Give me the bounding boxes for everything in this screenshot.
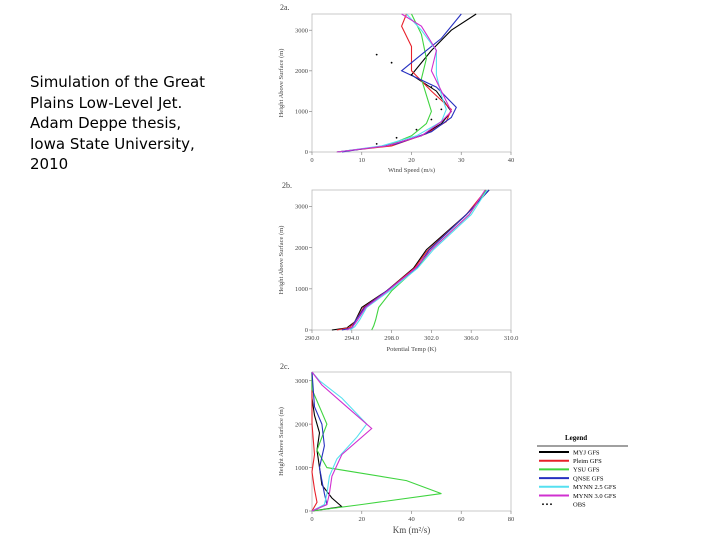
legend-swatch-dot [550, 503, 552, 506]
caption-line: Adam Deppe thesis, [30, 114, 182, 132]
y-axis-label: Height Above Surface (m) [278, 407, 285, 476]
obs-point [410, 73, 413, 76]
x-tick-label: 60 [458, 516, 465, 523]
series-line-mynn-2-5-gfs [311, 371, 368, 512]
x-tick-label: 0 [310, 516, 313, 523]
x-tick-label: 40 [408, 516, 415, 523]
y-tick-label: 0 [305, 149, 308, 156]
y-tick-label: 0 [305, 327, 308, 334]
x-tick-label: 290.0 [305, 335, 320, 342]
obs-point [440, 108, 443, 111]
series-line-mynn-2-5-gfs [349, 189, 488, 331]
x-tick-label: 20 [359, 516, 366, 523]
obs-point [375, 142, 378, 145]
x-tick-label: 294.0 [344, 335, 359, 342]
legend-swatch-dot [542, 503, 544, 506]
caption-line: Iowa State University, [30, 134, 195, 153]
series-line-mynn-3-0-gfs [311, 371, 373, 512]
caption: Simulation of the Great Plains Low-Level… [30, 72, 230, 175]
plot-frame [311, 371, 512, 512]
y-tick-label: 2000 [295, 68, 308, 75]
y-tick-label: 1000 [295, 109, 308, 116]
series-line-myj-gfs [311, 372, 344, 512]
y-tick-label: 0 [305, 508, 308, 515]
series-line-mynn-3-0-gfs [346, 189, 486, 331]
x-tick-label: 80 [508, 516, 515, 523]
obs-series [375, 53, 443, 145]
y-axis-label: Height Above Surface (m) [278, 49, 285, 118]
obs-point [435, 98, 438, 101]
y-axis-label: Height Above Surface (m) [278, 226, 285, 295]
legend-swatch-dot [546, 503, 548, 506]
caption-line: Plains Low-Level Jet. [30, 93, 183, 112]
x-axis-label: Wind Speed (m/s) [388, 167, 435, 174]
panel-label: 2c. [280, 362, 290, 371]
legend-item: MYNN 2.5 GFS [573, 484, 617, 491]
series-line-pleim-gfs [311, 372, 318, 512]
obs-point [430, 86, 433, 88]
x-tick-label: 302.0 [424, 335, 439, 342]
x-axis-label: Potential Temp (K) [387, 346, 437, 353]
plot-frame [311, 13, 512, 153]
x-tick-label: 30 [458, 157, 465, 164]
x-tick-label: 10 [359, 157, 366, 164]
panel-label: 2b. [282, 181, 292, 190]
chart-panel-2: 290.0 294.0 298.0 302.0 306.0 310.0 0 1000 2000 3… [278, 181, 518, 353]
x-tick-label: 298.0 [384, 335, 399, 342]
legend-title: Legend [565, 434, 587, 442]
y-tick-label: 1000 [295, 465, 308, 472]
x-tick-label: 306.0 [464, 335, 479, 342]
legend-item: MYJ GFS [573, 449, 600, 456]
x-tick-label: 20 [408, 157, 415, 164]
caption-line: 2010 [30, 155, 69, 173]
y-tick-label: 2000 [295, 421, 308, 428]
series-line-qnse-gfs [311, 371, 328, 512]
legend-item: MYNN 3.0 GFS [573, 493, 617, 500]
y-tick-label: 2000 [295, 245, 308, 252]
x-tick-label: 40 [508, 157, 515, 164]
series-line-mynn-2-5-gfs [336, 13, 447, 153]
x-axis-label: Km (m²/s) [393, 525, 430, 535]
legend-item: OBS [573, 502, 586, 509]
chart-panel-3: 0 20 40 60 80 0 1000 2000 3000 2c. Km (m²/s) Height… [278, 362, 514, 535]
y-tick-label: 3000 [295, 378, 308, 385]
y-tick-label: 3000 [295, 27, 308, 34]
obs-point [415, 128, 418, 131]
obs-point [430, 118, 433, 121]
legend-item: QNSE GFS [573, 475, 604, 482]
x-tick-label: 310.0 [504, 335, 519, 342]
obs-point [390, 61, 393, 64]
chart-panel-1: 0 10 20 30 40 0 1000 2000 3000 2a. Wind Speed (m/s… [278, 3, 514, 174]
x-tick-label: 0 [310, 157, 313, 164]
panel-label: 2a. [280, 3, 290, 12]
legend-item: YSU GFS [573, 467, 600, 474]
y-tick-label: 3000 [295, 204, 308, 211]
caption-line: Simulation of the Great [30, 73, 206, 91]
plot-frame [311, 189, 512, 331]
series-line-mynn-3-0-gfs [336, 13, 452, 153]
y-tick-label: 1000 [295, 286, 308, 293]
obs-point [395, 136, 398, 139]
legend-item: Pleim GFS [573, 458, 602, 465]
obs-point [375, 53, 378, 56]
